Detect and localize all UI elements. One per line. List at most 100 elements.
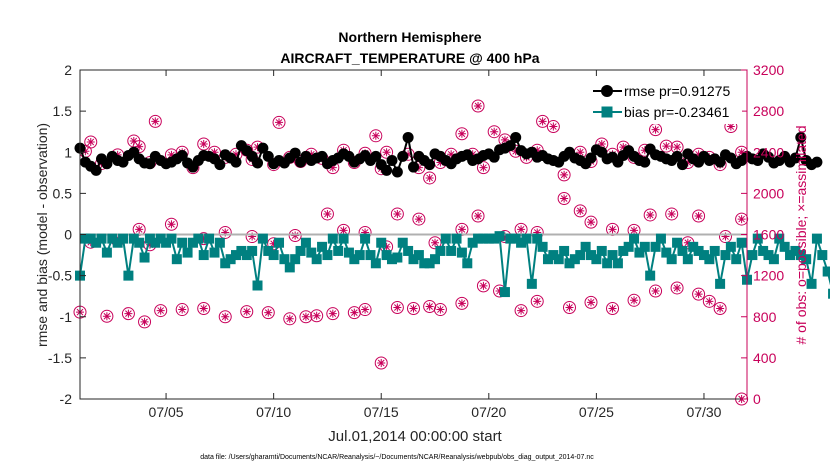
- bias-point: [128, 233, 139, 244]
- obs-possible-circle: [164, 217, 178, 231]
- legend-bias-label: bias pr=-0.23461: [624, 104, 730, 120]
- bias-point: [161, 237, 172, 248]
- obs-marker: [562, 300, 576, 314]
- bias-point: [499, 287, 510, 298]
- obs-assimilated-cross: [425, 302, 434, 311]
- obs-possible-circle: [476, 279, 490, 293]
- obs-assimilated-cross: [301, 312, 310, 321]
- obs-assimilated-cross: [377, 359, 386, 368]
- obs-assimilated-cross: [646, 210, 655, 219]
- bias-point: [580, 241, 591, 252]
- bias-point: [602, 258, 613, 269]
- bias-point: [623, 241, 634, 252]
- obs-marker: [407, 302, 420, 316]
- bias-point: [569, 254, 580, 265]
- bias-point: [338, 233, 349, 244]
- obs-marker: [649, 284, 663, 298]
- obs-marker: [121, 307, 135, 321]
- bias-point: [274, 237, 285, 248]
- obs-assimilated-cross: [726, 122, 735, 131]
- bias-point: [618, 245, 629, 256]
- obs-marker: [659, 139, 673, 153]
- bias-point: [290, 254, 301, 265]
- obs-marker: [471, 99, 485, 113]
- obs-marker: [546, 120, 560, 134]
- obs-marker: [138, 315, 152, 329]
- x-tick-label: 07/10: [256, 404, 291, 420]
- obs-assimilated-cross: [113, 150, 122, 159]
- obs-marker: [164, 217, 178, 231]
- obs-marker: [665, 207, 679, 221]
- bias-point: [177, 237, 188, 248]
- rmse-point: [90, 164, 102, 176]
- bias-point: [349, 254, 360, 265]
- bias-point: [446, 245, 457, 256]
- bias-point: [430, 254, 441, 265]
- obs-assimilated-cross: [619, 143, 628, 152]
- bias-point: [779, 241, 790, 252]
- obs-marker: [197, 137, 211, 151]
- bias-point: [688, 241, 699, 252]
- obs-possible-circle: [735, 212, 749, 226]
- bias-point: [645, 270, 656, 281]
- bias-point: [542, 254, 553, 265]
- obs-assimilated-cross: [533, 228, 542, 237]
- bias-point: [252, 280, 263, 291]
- obs-possible-circle: [288, 229, 302, 243]
- bias-point: [236, 245, 247, 256]
- bias-point: [386, 254, 397, 265]
- bias-point: [397, 237, 408, 248]
- obs-marker: [606, 302, 620, 316]
- bias-point: [80, 233, 91, 244]
- bias-point: [322, 250, 333, 261]
- bias-point: [747, 250, 758, 261]
- legend-rmse-label: rmse pr=0.91275: [624, 83, 730, 99]
- obs-marker: [261, 306, 275, 320]
- obs-marker: [299, 310, 313, 324]
- bias-point: [731, 254, 742, 265]
- bias-point: [526, 278, 537, 289]
- legend-bias-marker: [601, 106, 613, 118]
- obs-possible-circle: [606, 302, 620, 316]
- y-right-tick-label: 400: [753, 350, 777, 366]
- bias-point: [774, 233, 785, 244]
- bias-point: [785, 250, 796, 261]
- obs-marker: [84, 135, 98, 149]
- obs-assimilated-cross: [683, 238, 692, 247]
- obs-assimilated-cross: [425, 173, 434, 182]
- bias-point: [392, 252, 403, 263]
- obs-assimilated-cross: [404, 150, 413, 159]
- rmse-point: [424, 159, 436, 171]
- obs-assimilated-cross: [457, 299, 466, 308]
- obs-marker: [358, 303, 372, 317]
- bias-point: [424, 258, 435, 269]
- legend: rmse pr=0.91275 bias pr=-0.23461: [590, 82, 742, 124]
- bias-point: [247, 245, 258, 256]
- obs-possible-circle: [627, 293, 641, 307]
- rmse-point: [585, 152, 597, 164]
- obs-possible-circle: [665, 207, 679, 221]
- bias-point: [112, 237, 123, 248]
- obs-marker: [670, 281, 684, 295]
- bias-point: [725, 241, 736, 252]
- obs-assimilated-cross: [500, 232, 509, 241]
- obs-marker: [584, 215, 598, 229]
- bias-point: [209, 247, 220, 258]
- obs-assimilated-cross: [339, 226, 348, 235]
- y-left-tick-label: -1: [60, 309, 73, 325]
- obs-assimilated-cross: [721, 232, 730, 241]
- obs-marker: [175, 303, 189, 317]
- obs-marker: [100, 309, 114, 323]
- bias-point: [516, 237, 527, 248]
- obs-assimilated-cross: [199, 234, 208, 243]
- rmse-point: [789, 152, 801, 164]
- bias-point: [317, 241, 328, 252]
- obs-assimilated-cross: [457, 129, 466, 138]
- obs-marker: [320, 207, 334, 221]
- obs-assimilated-cross: [662, 142, 671, 151]
- bias-point: [198, 250, 209, 261]
- obs-possible-circle: [455, 296, 469, 310]
- bias-point: [381, 250, 392, 261]
- obs-assimilated-cross: [242, 307, 251, 316]
- obs-assimilated-cross: [549, 122, 558, 131]
